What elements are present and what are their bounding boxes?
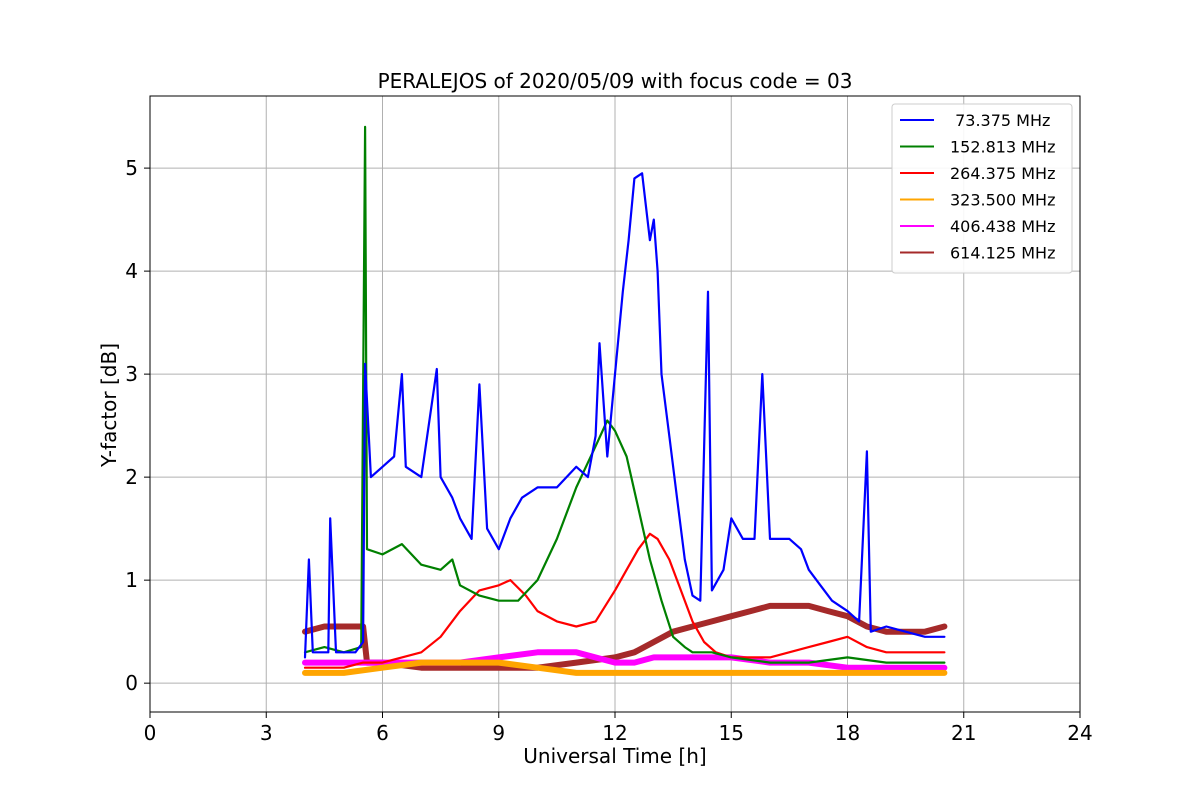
legend-label: 406.438 MHz: [950, 217, 1055, 236]
series-line-3: [303, 532, 946, 669]
series-line-1: [303, 172, 946, 659]
x-tick-label: 21: [951, 721, 976, 745]
x-tick-label: 0: [144, 721, 157, 745]
x-tick-label: 9: [492, 721, 505, 745]
y-tick-label: 4: [125, 259, 138, 283]
legend-box: [891, 103, 1073, 274]
x-tick-label: 3: [260, 721, 273, 745]
y-tick-label: 5: [125, 156, 138, 180]
legend-label: 614.125 MHz: [950, 244, 1055, 263]
y-tick-label: 2: [125, 465, 138, 489]
x-tick-label: 18: [835, 721, 860, 745]
series-line-2: [303, 125, 946, 664]
legend-label: 264.375 MHz: [950, 164, 1055, 183]
chart-title: PERALEJOS of 2020/05/09 with focus code …: [378, 69, 853, 93]
x-tick-label: 15: [719, 721, 744, 745]
x-tick-label: 6: [376, 721, 389, 745]
x-axis-label: Universal Time [h]: [523, 744, 706, 768]
legend-label: 73.375 MHz: [950, 111, 1050, 130]
legend: 73.375 MHz 152.813 MHz 264.375 MHz 323.500 …: [891, 103, 1073, 274]
y-tick-label: 3: [125, 362, 138, 386]
y-tick-label: 0: [125, 671, 138, 695]
legend-label: 323.500 MHz: [950, 191, 1055, 210]
x-tick-label: 24: [1067, 721, 1092, 745]
series-lines: [302, 125, 948, 676]
y-tick-label: 1: [125, 568, 138, 592]
y-axis-label: Y-factor [dB]: [97, 343, 121, 468]
series-line-4: [302, 659, 948, 676]
x-tick-label: 12: [602, 721, 627, 745]
legend-label: 152.813 MHz: [950, 138, 1055, 157]
